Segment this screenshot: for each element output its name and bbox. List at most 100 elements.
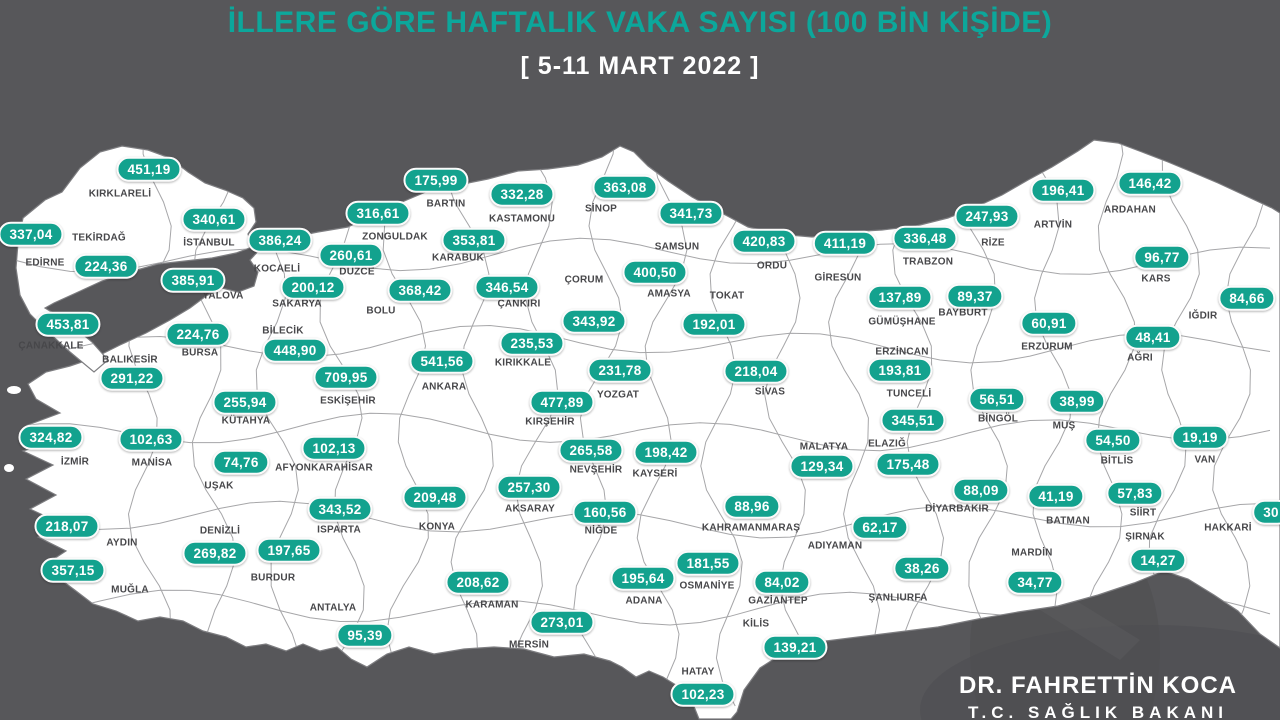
province-badge-karabuk: 353,81 — [441, 227, 507, 253]
province-badge-mus: 38,99 — [1048, 388, 1106, 414]
province-label-adana: ADANA — [625, 595, 663, 607]
province-label-bartin: BARTIN — [426, 198, 466, 210]
province-badge-tunceli: 345,51 — [880, 407, 946, 433]
province-label-konya: KONYA — [418, 521, 456, 533]
province-label-diyarbakir: DİYARBAKIR — [925, 503, 989, 515]
province-label-elazig: ELAZIĞ — [868, 438, 906, 450]
province-badge-kars: 96,77 — [1133, 244, 1191, 270]
province-badge-aydin: 218,07 — [34, 513, 100, 539]
province-label-nigde: NİĞDE — [584, 525, 618, 537]
province-badge-kirsehir: 477,89 — [529, 389, 595, 415]
province-label-gumushane: GÜMÜŞHANE — [868, 316, 936, 328]
province-label-mugla: MUĞLA — [111, 584, 149, 596]
province-badge-kirklareli: 451,19 — [116, 156, 182, 182]
province-badge-artvin: 196,41 — [1030, 177, 1096, 203]
province-label-isparta: ISPARTA — [317, 524, 361, 536]
province-label-kocaeli: KOCAELİ — [253, 263, 301, 275]
province-label-istanbul: İSTANBUL — [183, 237, 235, 249]
signature-block: DR. FAHRETTİN KOCA T.C. SAĞLIK BAKANI — [908, 672, 1280, 720]
province-label-usak: UŞAK — [204, 480, 234, 492]
province-label-antalya: ANTALYA — [309, 602, 357, 614]
province-label-igdir: IĞDIR — [1188, 310, 1218, 322]
province-badge-tokat: 192,01 — [681, 311, 747, 337]
province-label-bingol: BİNGÖL — [977, 413, 1019, 425]
province-label-cankiri: ÇANKIRI — [497, 298, 541, 310]
province-badge-afyonkarahisar: 102,13 — [301, 435, 367, 461]
province-badge-bilecik: 448,90 — [262, 337, 328, 363]
province-label-burdur: BURDUR — [250, 572, 296, 584]
page-title: İLLERE GÖRE HAFTALIK VAKA SAYISI (100 Bİ… — [227, 6, 1053, 39]
province-badge-igdir: 84,66 — [1218, 285, 1276, 311]
province-label-canakkale: ÇANAKKALE — [18, 340, 84, 352]
province-label-tokat: TOKAT — [709, 290, 745, 302]
province-label-osmaniye: OSMANİYE — [679, 580, 735, 592]
province-label-kirikkale: KIRIKKALE — [494, 357, 552, 369]
province-badge-bitlis: 54,50 — [1084, 427, 1142, 453]
province-label-nevsehir: NEVŞEHİR — [569, 464, 623, 476]
province-badge-hatay: 102,23 — [670, 681, 736, 707]
province-badge-adiyaman: 62,17 — [851, 514, 909, 540]
province-label-afyonkarahisar: AFYONKARAHİSAR — [275, 462, 373, 474]
province-label-agri: AĞRI — [1127, 352, 1153, 364]
province-badge-hakkari: 30 — [1252, 499, 1280, 525]
province-badge-sivas: 218,04 — [723, 358, 789, 384]
province-label-gaziantep: GAZİANTEP — [748, 595, 808, 607]
province-label-tekirdag: TEKİRDAĞ — [72, 232, 126, 244]
province-label-siirt: SİİRT — [1129, 507, 1157, 519]
province-badge-zonguldak: 316,61 — [345, 200, 411, 226]
province-label-aksaray: AKSARAY — [505, 503, 555, 515]
province-label-aydin: AYDIN — [106, 537, 138, 549]
province-label-kirklareli: KIRKLARELİ — [88, 188, 152, 200]
province-badge-erzincan: 193,81 — [867, 357, 933, 383]
province-badge-bayburt: 89,37 — [946, 283, 1004, 309]
province-label-sivas: SİVAS — [754, 386, 786, 398]
province-badge-nigde: 160,56 — [572, 499, 638, 525]
province-badge-giresun: 411,19 — [812, 230, 878, 256]
province-label-artvin: ARTVİN — [1033, 219, 1073, 231]
province-label-sakarya: SAKARYA — [272, 298, 322, 310]
province-label-bursa: BURSA — [181, 347, 219, 359]
province-badge-istanbul: 340,61 — [181, 206, 247, 232]
province-badge-adana: 195,64 — [610, 565, 676, 591]
province-badge-bingol: 56,51 — [968, 386, 1026, 412]
province-badge-gaziantep: 84,02 — [753, 569, 811, 595]
province-badge-usak: 74,76 — [212, 449, 270, 475]
province-badge-bursa: 224,76 — [165, 321, 231, 347]
province-label-erzincan: ERZİNCAN — [875, 346, 929, 358]
province-label-zonguldak: ZONGULDAK — [362, 231, 428, 243]
province-badge-mugla: 357,15 — [40, 557, 106, 583]
province-label-hatay: HATAY — [681, 666, 715, 678]
minister-name: DR. FAHRETTİN KOCA — [959, 672, 1237, 699]
province-label-bayburt: BAYBURT — [938, 307, 988, 319]
province-label-kirsehir: KIRŞEHİR — [525, 416, 575, 428]
province-badge-sirnak: 14,27 — [1129, 547, 1187, 573]
province-label-mardin: MARDİN — [1011, 547, 1053, 559]
province-label-manisa: MANİSA — [131, 457, 173, 469]
province-badge-malatya: 129,34 — [789, 453, 855, 479]
province-badge-batman: 41,19 — [1027, 483, 1085, 509]
province-label-edirne: EDİRNE — [25, 257, 65, 269]
province-badge-aksaray: 257,30 — [496, 474, 562, 500]
province-label-yalova: YALOVA — [202, 290, 244, 302]
province-label-ardahan: ARDAHAN — [1104, 204, 1156, 216]
province-label-sirnak: ŞIRNAK — [1125, 531, 1165, 543]
province-label-batman: BATMAN — [1046, 515, 1090, 527]
province-label-mus: MUŞ — [1052, 420, 1076, 432]
province-label-eskisehir: ESKİŞEHİR — [320, 395, 376, 407]
province-badge-kastamonu: 332,28 — [489, 181, 555, 207]
province-label-adiyaman: ADIYAMAN — [807, 540, 863, 552]
province-badge-trabzon: 336,48 — [892, 225, 958, 251]
province-badge-ardahan: 146,42 — [1117, 170, 1183, 196]
province-badge-tekirdag: 224,36 — [73, 253, 139, 279]
province-badge-samsun: 341,73 — [658, 200, 724, 226]
date-range: [ 5-11 MART 2022 ] — [520, 52, 760, 80]
province-label-balikesir: BALIKESİR — [102, 354, 158, 366]
province-badge-nevsehir: 265,58 — [558, 437, 624, 463]
province-badge-canakkale: 453,81 — [35, 311, 101, 337]
province-badge-sakarya: 200,12 — [280, 274, 346, 300]
province-badge-mardin: 34,77 — [1006, 569, 1064, 595]
province-label-bilecik: BİLECİK — [262, 325, 304, 337]
province-badge-siirt: 57,83 — [1106, 480, 1164, 506]
province-label-samsun: SAMSUN — [654, 241, 700, 253]
province-label-yozgat: YOZGAT — [596, 389, 640, 401]
